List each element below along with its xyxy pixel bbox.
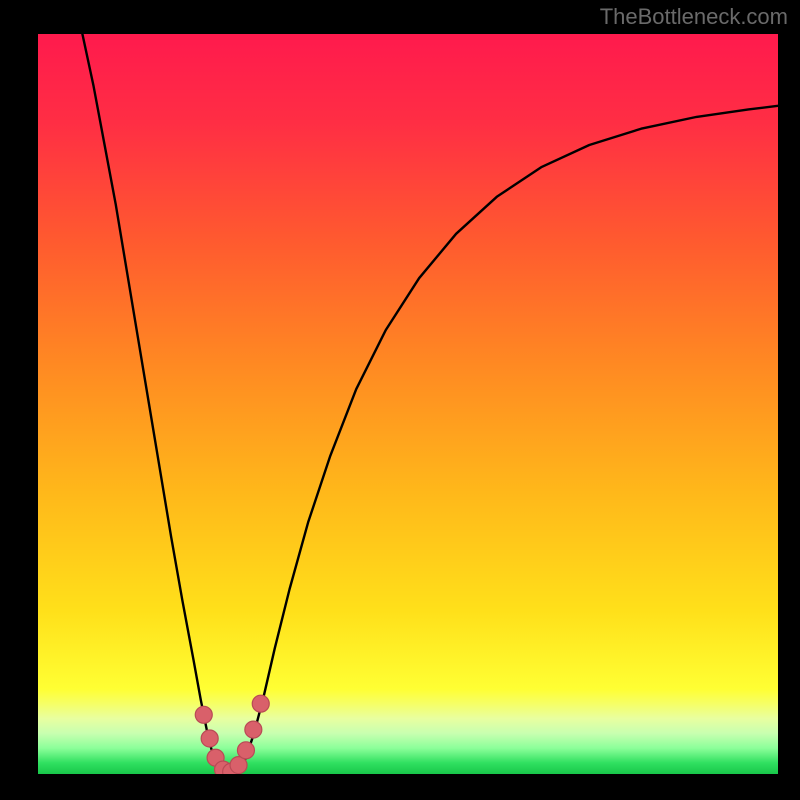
chart-svg [38, 34, 778, 774]
plot-area [38, 34, 778, 774]
optimal-range-marker [195, 706, 212, 723]
optimal-range-marker [201, 730, 218, 747]
optimal-range-marker [237, 742, 254, 759]
optimal-range-marker [252, 695, 269, 712]
watermark-text: TheBottleneck.com [600, 4, 788, 30]
optimal-range-marker [245, 721, 262, 738]
figure-canvas: TheBottleneck.com [0, 0, 800, 800]
